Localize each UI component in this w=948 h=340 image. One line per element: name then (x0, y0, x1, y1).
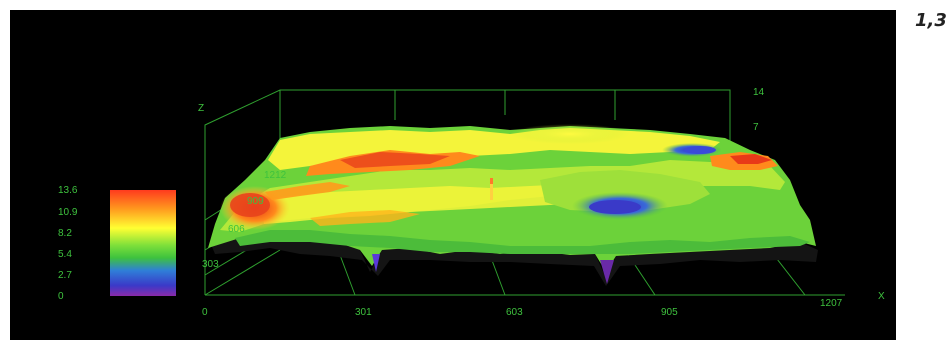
scale-tick: 8.2 (58, 228, 72, 239)
color-scale-bar (110, 190, 176, 296)
surface-plot: 13.6 10.9 8.2 5.4 2.7 0 Z X 0 301 603 90… (58, 87, 885, 318)
y-tick: 1212 (264, 170, 287, 181)
scale-tick: 10.9 (58, 207, 78, 218)
x-tick: 0 (202, 307, 208, 318)
y-tick: 303 (202, 259, 219, 270)
surface-viewer: 13.6 10.9 8.2 5.4 2.7 0 Z X 0 301 603 90… (10, 10, 896, 340)
y-axis-ticks: 303 606 909 1212 (202, 170, 287, 270)
x-tick: 301 (355, 307, 372, 318)
scale-tick: 5.4 (58, 249, 72, 260)
x-tick: 603 (506, 307, 523, 318)
x-axis-label: X (878, 291, 885, 302)
y-tick: 909 (247, 196, 264, 207)
figure-label: 1,3 (915, 10, 947, 31)
scale-tick: 13.6 (58, 185, 78, 196)
y-tick: 606 (228, 224, 245, 235)
x-tick: 905 (661, 307, 678, 318)
x-tick: 1207 (820, 298, 843, 309)
z-tick: 14 (753, 87, 765, 98)
x-axis-ticks: 0 301 603 905 1207 (202, 298, 843, 318)
color-scale-ticks: 13.6 10.9 8.2 5.4 2.7 0 (58, 185, 78, 302)
height-surface (208, 124, 818, 286)
z-axis-ticks: 14 7 (753, 87, 765, 133)
z-tick: 7 (753, 122, 759, 133)
scale-tick: 2.7 (58, 270, 72, 281)
scale-tick: 0 (58, 291, 64, 302)
z-axis-label: Z (198, 103, 204, 114)
